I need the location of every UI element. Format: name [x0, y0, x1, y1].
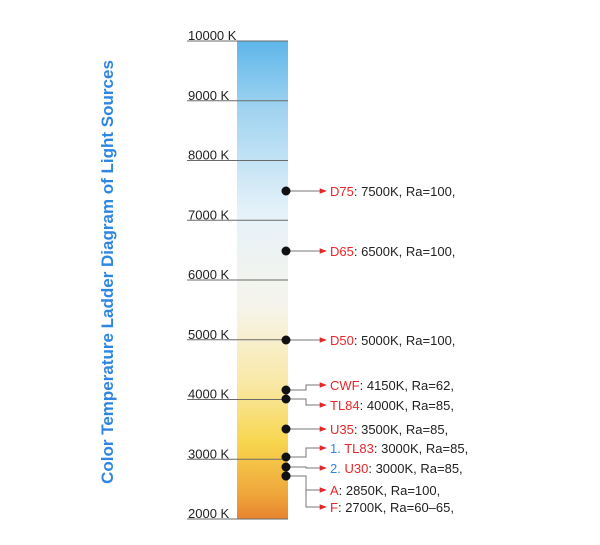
source-dot-tl83 — [281, 452, 291, 462]
diagram-title: Color Temperature Ladder Diagram of Ligh… — [98, 60, 117, 484]
separator: : — [354, 422, 361, 437]
source-name: CWF — [330, 378, 360, 393]
source-detail: 4150K, Ra=62, — [367, 378, 454, 393]
source-detail: 3500K, Ra=85, — [361, 422, 448, 437]
tick-label: 5000 K — [188, 327, 230, 342]
source-connector — [289, 475, 327, 510]
source-index: 2. — [330, 461, 344, 476]
source-connector — [289, 475, 327, 493]
source-name: U30 — [344, 461, 368, 476]
separator: : — [368, 461, 375, 476]
tick-label: 9000 K — [188, 88, 230, 103]
source-dot-d65 — [281, 246, 291, 256]
separator: : — [360, 398, 367, 413]
source-name: TL83 — [344, 441, 374, 456]
source-detail: 3000K, Ra=85, — [376, 461, 463, 476]
source-dot-f — [281, 471, 291, 481]
source-dot-u35 — [281, 424, 291, 434]
separator: : — [374, 441, 381, 456]
source-label-u30: 2. U30: 3000K, Ra=85, — [330, 461, 463, 476]
source-name: F — [330, 500, 338, 515]
source-dot-u30 — [281, 462, 291, 472]
source-dot-d50 — [281, 335, 291, 345]
source-label-d75: D75: 7500K, Ra=100, — [330, 184, 455, 199]
tick-label: 8000 K — [188, 148, 230, 163]
source-connector — [289, 445, 327, 458]
source-name: D50 — [330, 333, 354, 348]
tick-label: 3000 K — [188, 446, 230, 461]
separator: : — [354, 333, 361, 348]
separator: : — [360, 378, 367, 393]
source-detail: 2850K, Ra=100, — [346, 483, 440, 498]
source-detail: 6500K, Ra=100, — [361, 244, 455, 259]
separator: : — [338, 500, 345, 515]
source-label-tl83: 1. TL83: 3000K, Ra=85, — [330, 441, 468, 456]
source-name: A — [330, 483, 339, 498]
source-name: TL84 — [330, 398, 360, 413]
source-label-f: F: 2700K, Ra=60–65, — [330, 500, 454, 515]
source-detail: 2700K, Ra=60–65, — [345, 500, 454, 515]
source-dot-tl84 — [281, 394, 291, 404]
source-name: D65 — [330, 244, 354, 259]
source-detail: 7500K, Ra=100, — [361, 184, 455, 199]
source-label-d65: D65: 6500K, Ra=100, — [330, 244, 455, 259]
source-connector — [289, 465, 327, 471]
source-detail: 3000K, Ra=85, — [381, 441, 468, 456]
separator: : — [354, 244, 361, 259]
tick-label: 2000 K — [188, 506, 230, 521]
tick-label: 6000 K — [188, 267, 230, 282]
source-dot-cwf — [281, 385, 291, 395]
source-dot-d75 — [281, 186, 291, 196]
tick-label: 7000 K — [188, 207, 230, 222]
source-label-u35: U35: 3500K, Ra=85, — [330, 422, 448, 437]
source-index: 1. — [330, 441, 344, 456]
tick-label: 4000 K — [188, 387, 230, 402]
source-detail: 5000K, Ra=100, — [361, 333, 455, 348]
separator: : — [354, 184, 361, 199]
source-connector — [289, 382, 327, 391]
source-label-d50: D50: 5000K, Ra=100, — [330, 333, 455, 348]
source-label-a: A: 2850K, Ra=100, — [330, 483, 440, 498]
source-connector — [289, 398, 327, 408]
source-name: U35 — [330, 422, 354, 437]
separator: : — [339, 483, 346, 498]
source-label-cwf: CWF: 4150K, Ra=62, — [330, 378, 454, 393]
source-detail: 4000K, Ra=85, — [367, 398, 454, 413]
source-label-tl84: TL84: 4000K, Ra=85, — [330, 398, 454, 413]
source-name: D75 — [330, 184, 354, 199]
tick-label: 10000 K — [188, 28, 237, 43]
